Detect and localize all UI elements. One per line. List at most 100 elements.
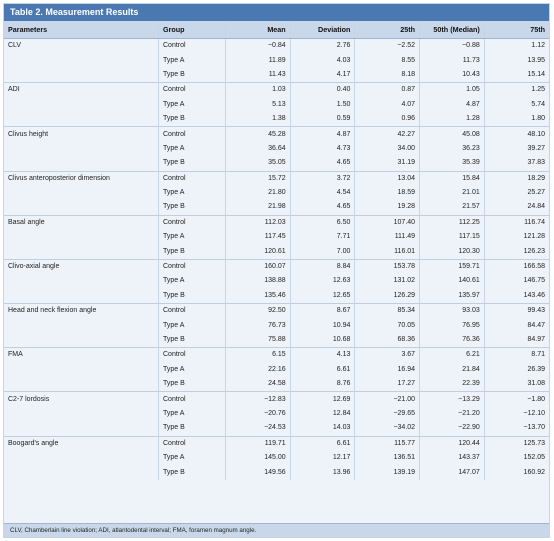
p75-cell: 121.28	[483, 230, 549, 245]
group-cell: Type A	[158, 185, 226, 201]
mean-cell: −20.76	[225, 406, 291, 422]
group-cell: Type A	[158, 230, 226, 245]
p75-cell: 1.12	[483, 38, 549, 54]
p50-cell: 4.87	[419, 97, 485, 112]
mean-cell: −12.83	[225, 391, 291, 407]
header-row: Parameters Group Mean Deviation 25th 50t…	[4, 21, 549, 39]
p75-cell: 39.27	[483, 141, 549, 157]
p50-cell: 147.07	[419, 465, 485, 480]
parameter-cell	[4, 186, 159, 200]
parameter-cell	[4, 244, 159, 259]
deviation-cell: 8.84	[289, 258, 355, 275]
p75-cell: 152.05	[483, 450, 549, 466]
mean-cell: 138.88	[225, 274, 291, 289]
p50-cell: 112.25	[419, 214, 485, 231]
group-cell: Type A	[158, 450, 226, 466]
table-row: Type A 11.89 4.03 8.55 11.73 13.95	[4, 53, 549, 68]
p50-cell: −13.29	[419, 391, 485, 407]
p75-cell: 31.08	[483, 376, 549, 392]
deviation-cell: 12.69	[289, 391, 355, 407]
table-row: Type A −20.76 12.84 −29.65 −21.20 −12.10	[4, 406, 549, 422]
p25-cell: 0.87	[354, 82, 420, 98]
deviation-cell: 4.65	[289, 156, 355, 172]
parameter-cell	[4, 274, 159, 288]
p50-cell: 1.28	[419, 111, 485, 127]
mean-cell: 5.13	[225, 97, 291, 112]
p50-cell: 11.73	[419, 53, 485, 68]
deviation-cell: 4.03	[289, 53, 355, 68]
p50-cell: −21.20	[419, 406, 485, 422]
p50-cell: 120.44	[419, 435, 485, 451]
parameter-cell	[4, 377, 159, 392]
p75-cell: 13.95	[483, 53, 549, 68]
parameter-cell	[4, 230, 159, 244]
table-row: Type A 145.00 12.17 136.51 143.37 152.05	[4, 450, 549, 466]
col-header-mean: Mean	[225, 21, 291, 39]
mean-cell: −0.84	[225, 38, 291, 54]
p25-cell: 8.18	[354, 67, 420, 83]
table-row: Boogard's angle Control 119.71 6.61 115.77 12…	[4, 435, 549, 451]
group-cell: Type B	[158, 244, 226, 260]
mean-cell: 15.72	[225, 170, 291, 186]
deviation-cell: 0.40	[289, 82, 355, 98]
p75-cell: 15.14	[483, 67, 549, 83]
deviation-cell: 14.03	[289, 421, 355, 437]
mean-cell: 11.43	[225, 67, 291, 83]
mean-cell: 120.61	[225, 244, 291, 260]
p25-cell: 17.27	[354, 376, 420, 392]
deviation-cell: 4.17	[289, 67, 355, 83]
deviation-cell: 12.63	[289, 274, 355, 289]
parameter-cell	[4, 68, 159, 83]
deviation-cell: 13.96	[289, 465, 355, 480]
p50-cell: 35.39	[419, 156, 485, 172]
mean-cell: 160.07	[225, 258, 291, 275]
parameter-cell	[4, 333, 159, 348]
p50-cell: −22.90	[419, 421, 485, 437]
parameter-cell: Head and neck flexion angle	[4, 303, 159, 319]
p75-cell: 37.83	[483, 156, 549, 172]
parameter-cell	[4, 53, 159, 67]
col-header-median: 50th (Median)	[419, 21, 485, 39]
p75-cell: 84.97	[483, 332, 549, 348]
group-cell: Control	[158, 391, 226, 407]
parameter-cell	[4, 407, 159, 421]
table-row: FMA Control 6.15 4.13 3.67 6.21 8.71	[4, 347, 549, 363]
p25-cell: 85.34	[354, 303, 420, 319]
table-row: Clivus anteroposterior dimension Control 1…	[4, 170, 549, 186]
table-row: Type A 21.80 4.54 18.59 21.01 25.27	[4, 185, 549, 201]
group-cell: Control	[158, 170, 226, 186]
p75-cell: −1.80	[483, 391, 549, 407]
table-row: Type B 120.61 7.00 116.01 120.30 126.23	[4, 244, 549, 260]
p75-cell: 24.84	[483, 200, 549, 216]
group-cell: Control	[158, 214, 226, 231]
table-row: C2-7 lordosis Control −12.83 12.69 −21.00 −13…	[4, 391, 549, 407]
group-cell: Type B	[158, 200, 226, 216]
p75-cell: 116.74	[483, 214, 549, 231]
p50-cell: 159.71	[419, 258, 485, 275]
col-header-25th: 25th	[354, 21, 420, 39]
deviation-cell: 4.54	[289, 185, 355, 201]
table-row: Clivus height Control 45.28 4.87 42.27 45.08 4…	[4, 126, 549, 142]
p50-cell: 140.61	[419, 274, 485, 289]
group-cell: Type A	[158, 318, 226, 333]
group-cell: Type B	[158, 332, 226, 348]
group-cell: Control	[158, 303, 226, 319]
group-cell: Type B	[158, 421, 226, 437]
group-cell: Type A	[158, 274, 226, 289]
p50-cell: 21.57	[419, 200, 485, 216]
table-row: Type A 76.73 10.94 70.05 76.95 84.47	[4, 318, 549, 333]
p50-cell: 1.05	[419, 82, 485, 98]
table-title: Table 2. Measurement Results	[4, 4, 549, 21]
p25-cell: 13.04	[354, 170, 420, 186]
mean-cell: 21.98	[225, 200, 291, 216]
parameter-cell	[4, 156, 159, 171]
deviation-cell: 7.71	[289, 230, 355, 245]
deviation-cell: 4.13	[289, 347, 355, 363]
p75-cell: 160.92	[483, 465, 549, 480]
table-row: Type A 138.88 12.63 131.02 140.61 146.75	[4, 274, 549, 289]
mean-cell: 92.50	[225, 303, 291, 319]
parameter-cell	[4, 289, 159, 304]
p75-cell: −13.70	[483, 421, 549, 437]
parameter-cell	[4, 318, 159, 332]
p25-cell: 3.67	[354, 347, 420, 363]
